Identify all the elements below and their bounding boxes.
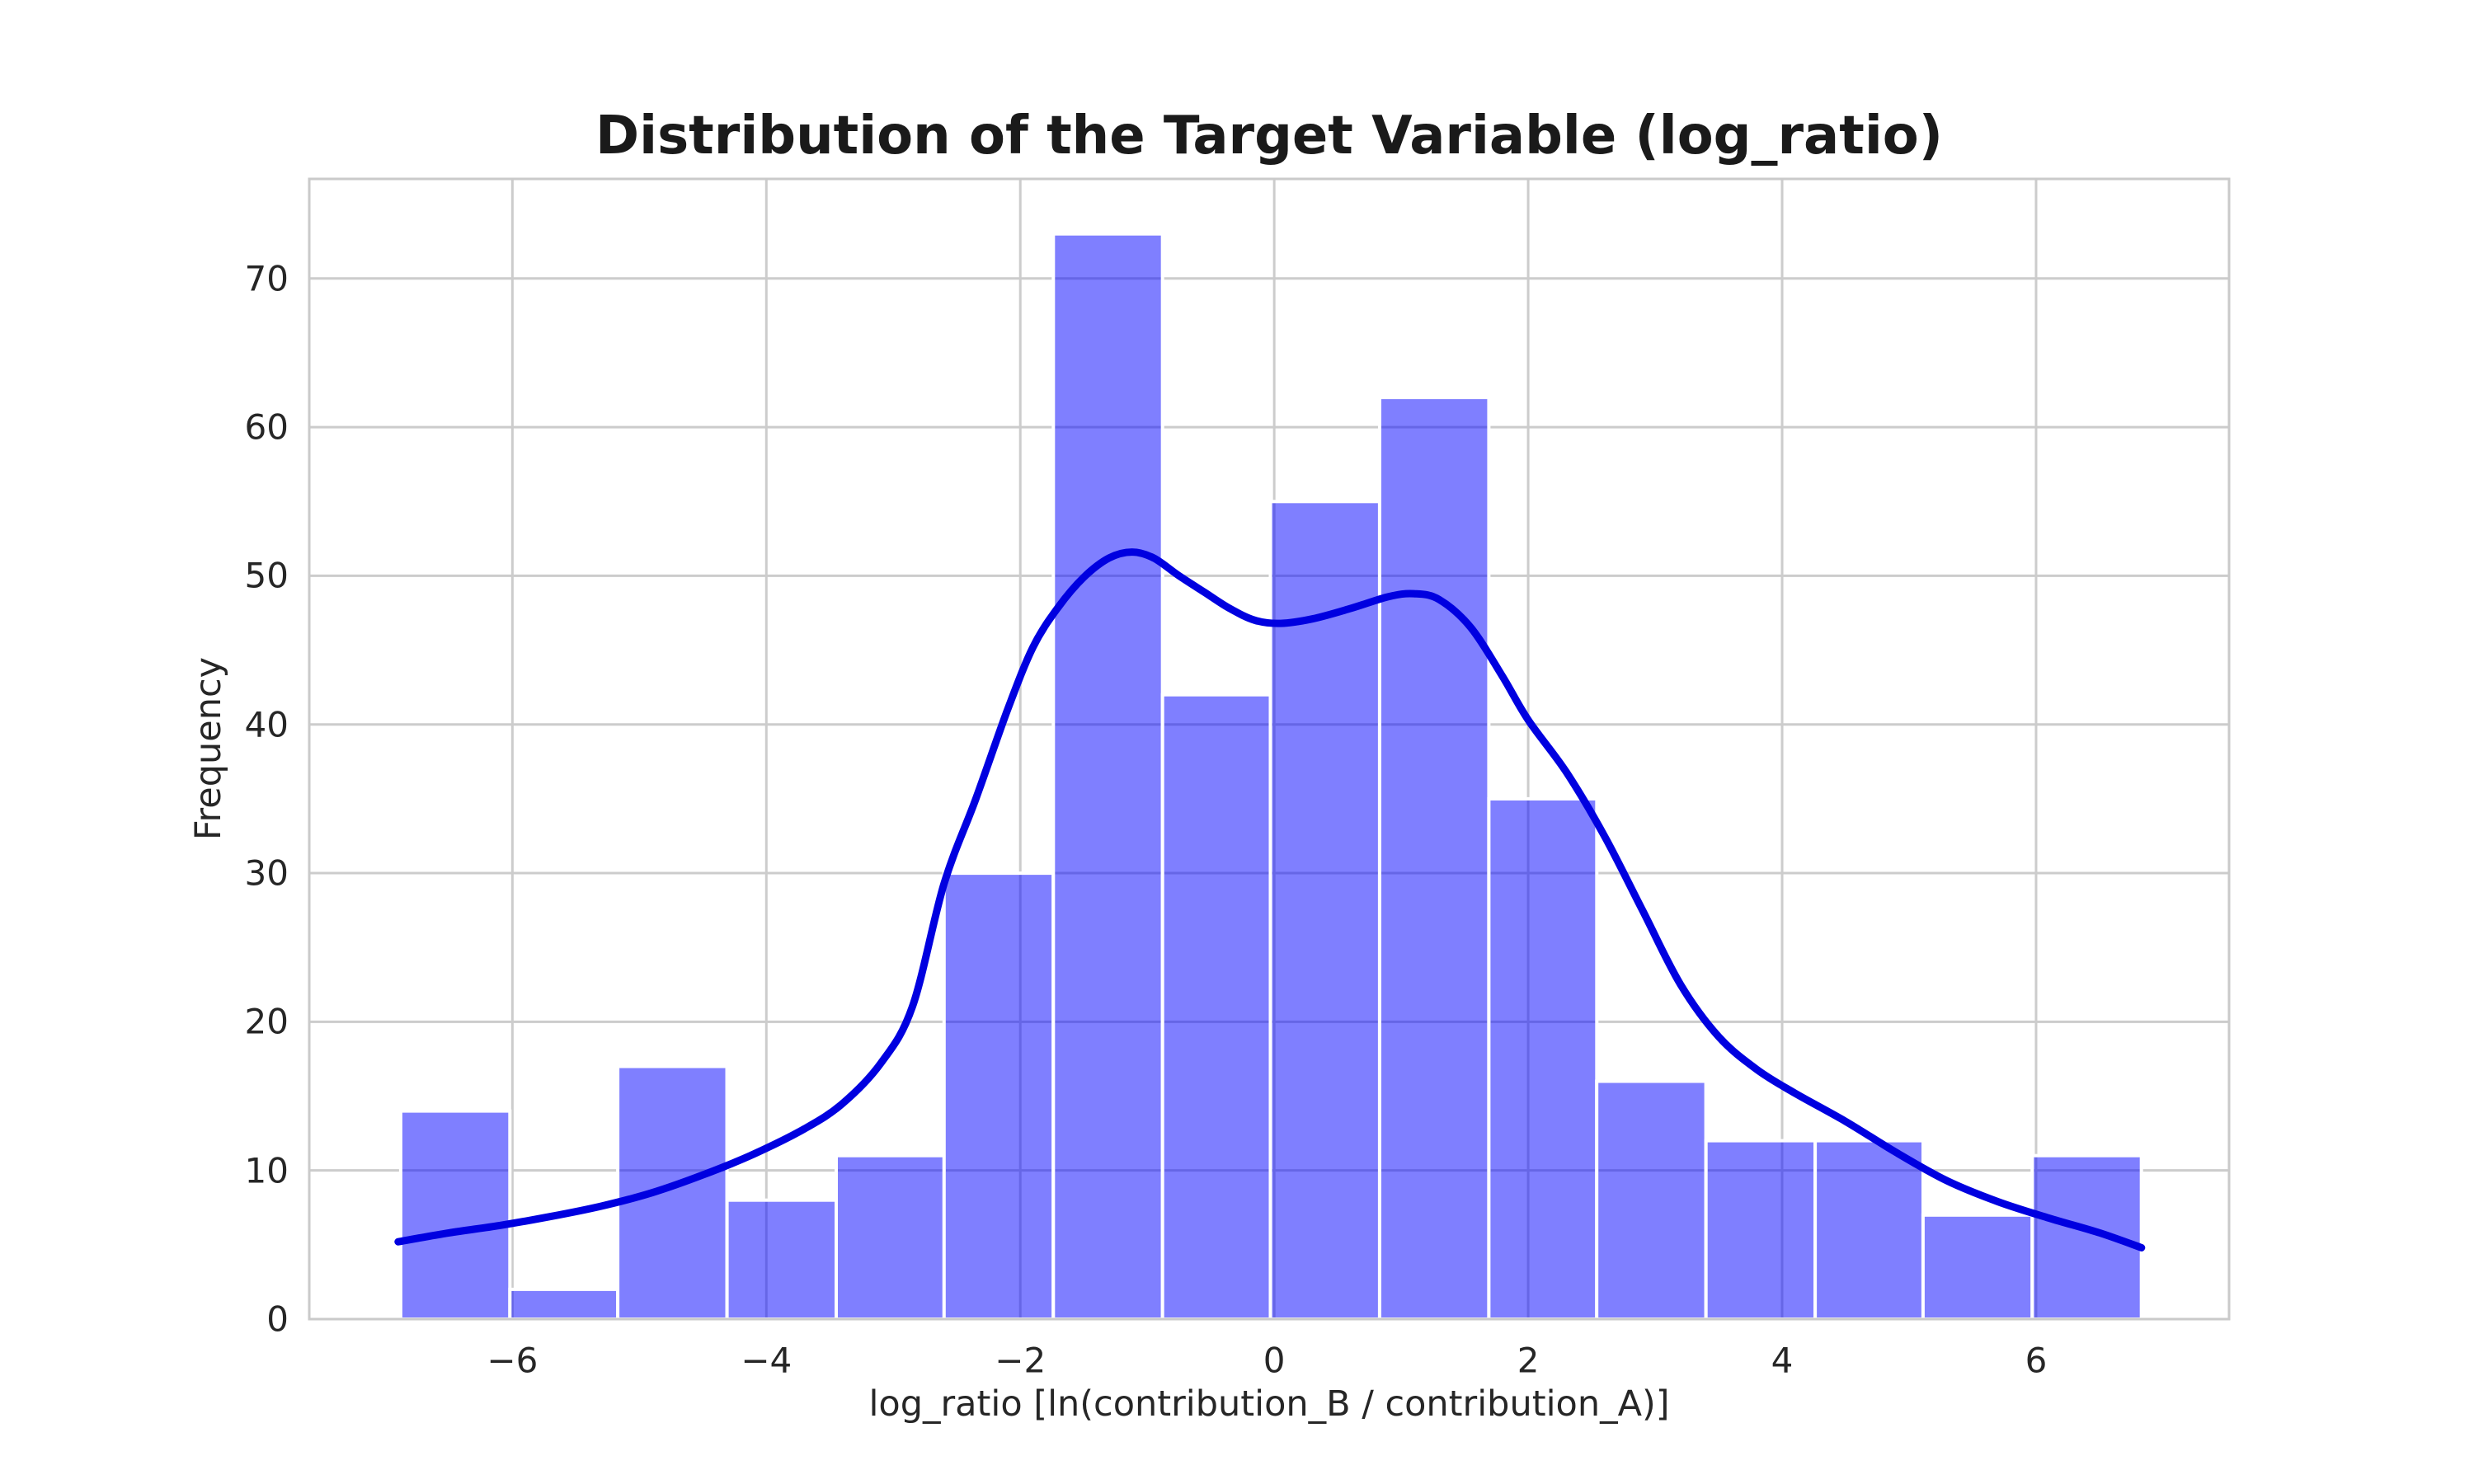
y-tick-label: 50 bbox=[244, 555, 289, 596]
histogram-bar bbox=[1921, 1213, 2034, 1322]
histogram-bar bbox=[835, 1153, 946, 1321]
x-tick-label: −4 bbox=[741, 1340, 793, 1381]
x-tick-label: −2 bbox=[995, 1340, 1047, 1381]
histogram-bar bbox=[398, 1109, 512, 1321]
histogram-bar bbox=[1595, 1079, 1708, 1321]
histogram-bar bbox=[1487, 796, 1599, 1321]
histogram-bar bbox=[2030, 1153, 2143, 1321]
y-tick-label: 60 bbox=[244, 406, 289, 448]
histogram-bar bbox=[616, 1064, 729, 1321]
histogram-bar bbox=[1813, 1139, 1926, 1321]
y-tick-label: 30 bbox=[244, 852, 289, 894]
y-tick-label: 0 bbox=[266, 1298, 289, 1340]
x-tick-label: −6 bbox=[487, 1340, 539, 1381]
histogram-bar bbox=[942, 871, 1056, 1321]
plot-border bbox=[308, 177, 2231, 1321]
histogram-bar bbox=[1378, 396, 1491, 1322]
histogram-bar bbox=[508, 1287, 620, 1322]
y-tick-label: 40 bbox=[244, 704, 289, 745]
x-tick-label: 0 bbox=[1263, 1340, 1286, 1381]
histogram-bar bbox=[1268, 500, 1381, 1321]
y-tick-label: 20 bbox=[244, 1001, 289, 1042]
x-axis-label: log_ratio [ln(contribution_B / contribut… bbox=[868, 1383, 1670, 1425]
chart-title: Distribution of the Target Variable (log… bbox=[595, 106, 1943, 167]
histogram-bar bbox=[725, 1198, 838, 1321]
x-tick-label: 6 bbox=[2025, 1340, 2048, 1381]
histogram-bar bbox=[1704, 1139, 1818, 1321]
histogram-bar bbox=[1160, 693, 1272, 1321]
y-tick-label: 70 bbox=[244, 258, 289, 299]
x-tick-label: 4 bbox=[1771, 1340, 1794, 1381]
y-axis-label: Frequency bbox=[188, 656, 229, 841]
y-tick-label: 10 bbox=[244, 1150, 289, 1191]
histogram-bar bbox=[1051, 232, 1164, 1322]
x-tick-label: 2 bbox=[1517, 1340, 1540, 1381]
kde-curve bbox=[394, 548, 2146, 1252]
